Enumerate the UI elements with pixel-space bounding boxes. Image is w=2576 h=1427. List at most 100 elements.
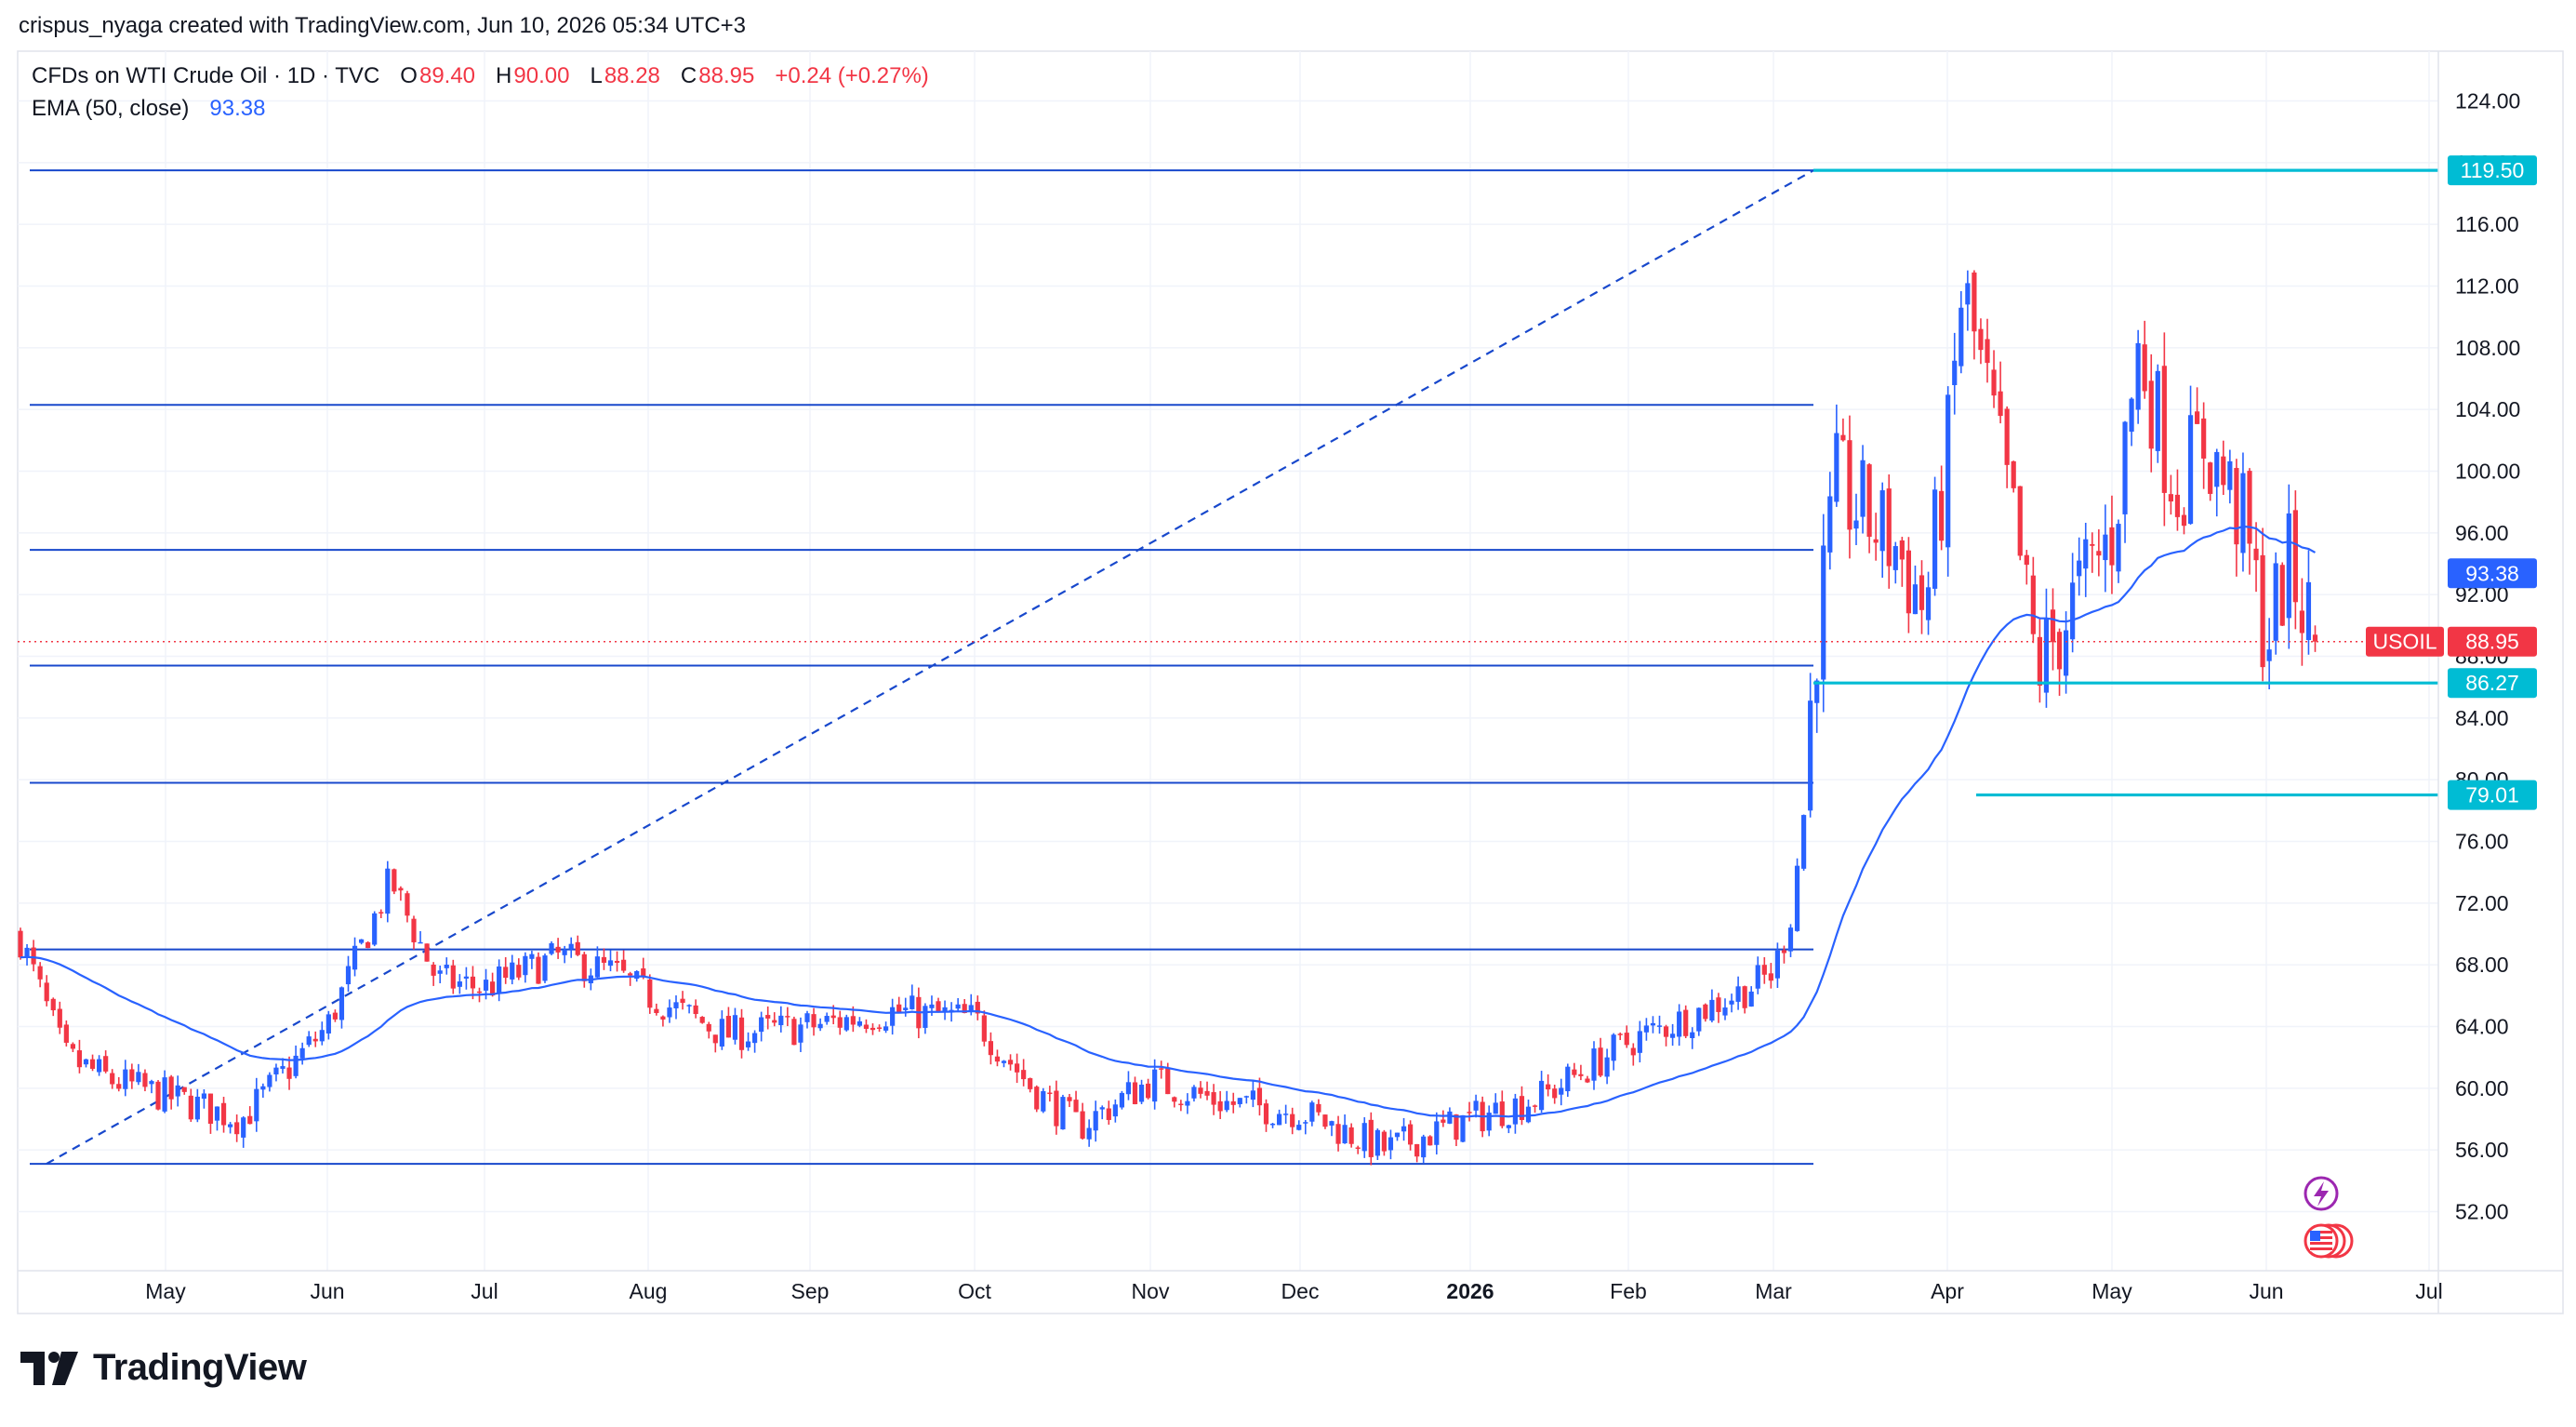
price-tag: 88.95 USOIL [2366, 626, 2537, 657]
candle-body [817, 1023, 823, 1029]
candle-body [850, 1016, 856, 1025]
candle [168, 1074, 174, 1110]
candle-body [1683, 1009, 1689, 1036]
candle-body [1388, 1137, 1394, 1151]
candle [706, 1021, 711, 1039]
candle [811, 1007, 817, 1036]
candle-body [2043, 619, 2050, 693]
y-tick-label: 52.00 [2455, 1200, 2509, 1224]
candle-body [1847, 440, 1852, 530]
candle [594, 946, 600, 979]
legend-close-value: 88.95 [698, 63, 755, 88]
tradingview-logo[interactable]: TradingView [20, 1347, 307, 1389]
candle-body [2273, 563, 2278, 641]
candle [1781, 945, 1787, 964]
candle [1230, 1092, 1236, 1114]
x-tick-label: Jul [471, 1279, 498, 1303]
candle-body [1696, 1007, 1702, 1032]
candle-body [1447, 1111, 1453, 1124]
candle-body [1473, 1100, 1479, 1111]
candle-body [2286, 513, 2291, 619]
candle [2187, 385, 2194, 526]
candle-body [660, 1016, 666, 1020]
lightning-event-icon[interactable] [2304, 1176, 2339, 1211]
candle-body [837, 1017, 843, 1028]
candle-body [1598, 1047, 1603, 1076]
candle-body [883, 1026, 889, 1031]
candle-body [385, 868, 391, 914]
candle-body [1630, 1047, 1636, 1056]
candle-body [1742, 986, 1747, 1008]
candle-body [863, 1024, 870, 1029]
candle [719, 1010, 724, 1050]
candle [686, 1004, 692, 1014]
candle [1414, 1143, 1420, 1163]
legend-close-label: C [680, 63, 697, 88]
candle-body [936, 1001, 941, 1013]
candle-body [1860, 460, 1866, 517]
candle-body [1808, 700, 1813, 811]
event-icons[interactable] [2304, 1176, 2354, 1259]
candle-body [142, 1073, 148, 1087]
candle [1335, 1115, 1341, 1152]
candle-body [483, 980, 489, 991]
candle [1991, 350, 1997, 408]
price-tag-bg [2448, 780, 2537, 810]
candle [1690, 1027, 1695, 1049]
candle-body [1486, 1113, 1492, 1131]
candle-body [273, 1067, 279, 1074]
candle-body [1316, 1103, 1321, 1113]
candle [444, 957, 449, 975]
candle [1879, 482, 1885, 579]
candle-body [1335, 1124, 1341, 1144]
candle-body [2299, 610, 2304, 633]
candle-body [1112, 1104, 1118, 1117]
candle-body [398, 887, 404, 891]
candle [280, 1058, 285, 1074]
candle-body [319, 1030, 325, 1042]
candle-body [286, 1067, 292, 1079]
candle [2299, 578, 2304, 666]
candle [1256, 1077, 1263, 1116]
candle [116, 1076, 122, 1092]
support-lines[interactable] [18, 168, 2438, 797]
candle-body [732, 1015, 738, 1040]
candle-body [1034, 1087, 1040, 1110]
candle [725, 1007, 731, 1038]
fib-retracement[interactable] [30, 169, 1814, 1166]
candle-body [1512, 1098, 1518, 1125]
candle [673, 995, 679, 1020]
candle-body [503, 967, 509, 979]
candle [752, 1030, 758, 1053]
candle [1787, 924, 1794, 957]
candle [1243, 1095, 1249, 1104]
candle-body [405, 893, 410, 916]
candle [2135, 329, 2141, 424]
candle-body [1499, 1101, 1505, 1127]
candle-body [332, 1012, 338, 1020]
candle [1683, 1005, 1689, 1038]
us-flag-economic-event-icon[interactable] [2304, 1223, 2354, 1259]
candle-body [1559, 1087, 1564, 1095]
candle-body [923, 1006, 928, 1028]
candle [1322, 1114, 1328, 1129]
candle-body [2266, 649, 2272, 661]
candle-body [431, 964, 436, 976]
candle [1939, 465, 1945, 551]
candle [883, 1021, 889, 1034]
candle [1834, 404, 1839, 507]
candle-body [175, 1085, 180, 1097]
candle [1015, 1053, 1020, 1084]
candle [1591, 1041, 1597, 1090]
candle-body [1421, 1136, 1427, 1158]
candle [1761, 956, 1767, 984]
candle [1493, 1093, 1498, 1114]
candle [234, 1114, 240, 1142]
candle [162, 1070, 167, 1114]
y-tick-label: 84.00 [2455, 706, 2509, 730]
candle-body [1204, 1090, 1210, 1096]
candle [1159, 1060, 1164, 1079]
candle [581, 952, 587, 988]
price-tag-value: 86.27 [2465, 671, 2519, 695]
